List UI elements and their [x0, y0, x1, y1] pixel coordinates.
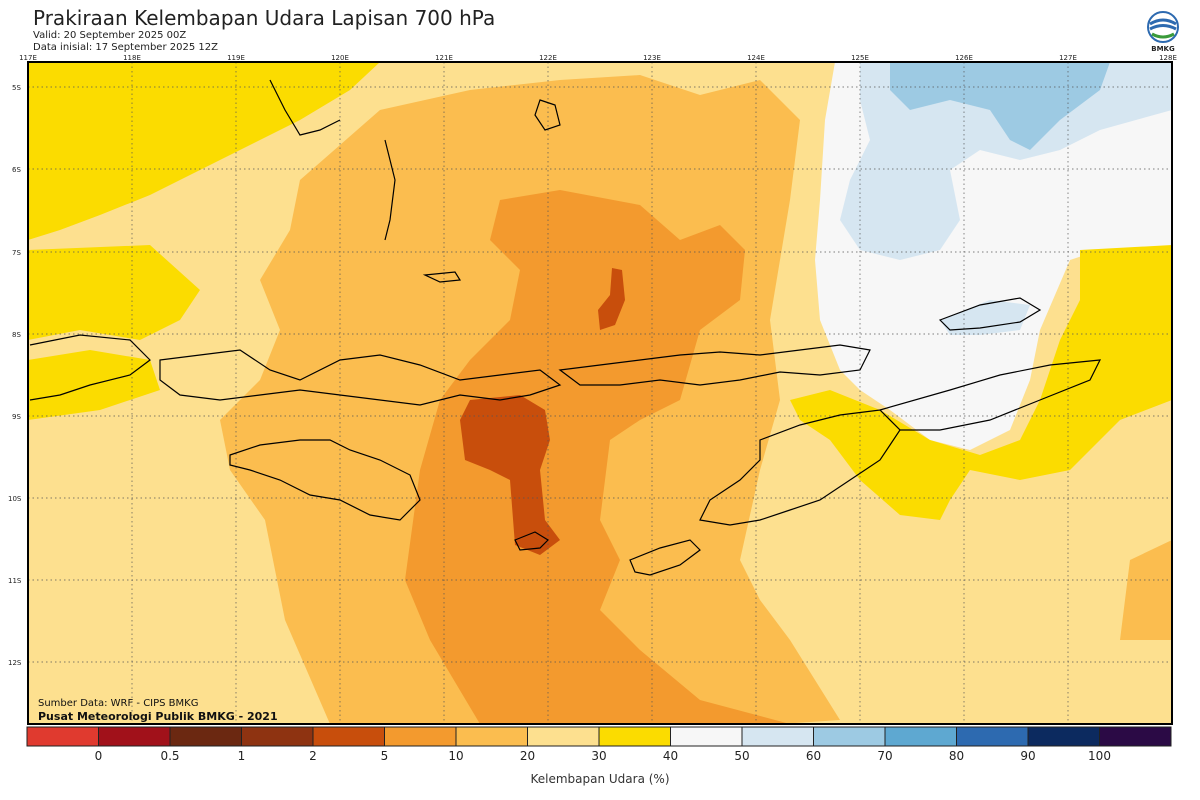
legend-swatch [312, 726, 385, 747]
legend-swatch [527, 726, 600, 747]
legend-swatch [98, 726, 171, 747]
coast-north [269, 79, 341, 136]
lon-label: 119E [227, 54, 245, 62]
page-title: Prakiraan Kelembapan Udara Lapisan 700 h… [33, 6, 496, 30]
legend-swatch [455, 726, 528, 747]
lon-label: 128E [1159, 54, 1177, 62]
lat-label: 9S [12, 413, 21, 421]
source-credit: Sumber Data: WRF - CIPS BMKG [38, 698, 199, 709]
legend-swatch [598, 726, 671, 747]
lon-label: 127E [1059, 54, 1077, 62]
lon-label: 122E [539, 54, 557, 62]
legend-tick-label: 30 [591, 749, 606, 763]
legend-swatch [1027, 726, 1100, 747]
legend-swatch [241, 726, 314, 747]
coast-sumbawa [159, 349, 562, 406]
legend-tick-label: 0 [95, 749, 103, 763]
coast-rote [629, 539, 701, 576]
coast-timor-outline [879, 359, 1102, 431]
legend-swatch [670, 726, 743, 747]
init-time: Data inisial: 17 September 2025 12Z [33, 42, 218, 53]
coast-lombok [29, 334, 151, 401]
coast-wetar [938, 297, 1042, 331]
legend-swatch [884, 726, 957, 747]
legend-swatch [813, 726, 886, 747]
lon-label: 121E [435, 54, 453, 62]
coastlines [29, 79, 1102, 576]
field-10-20-se [1120, 540, 1172, 640]
legend-tick-label: 20 [520, 749, 535, 763]
lat-label: 10S [8, 495, 22, 503]
lon-labels: 117E 118E 119E 120E 121E 122E 123E 124E … [19, 54, 1177, 62]
coast-timor [699, 409, 901, 526]
legend-tick-label: 50 [734, 749, 749, 763]
legend-tick-label: 70 [877, 749, 892, 763]
lat-label: 6S [12, 166, 21, 174]
lat-label: 5S [12, 84, 21, 92]
legend-tick-label: 60 [806, 749, 821, 763]
legend-tick-label: 100 [1088, 749, 1111, 763]
logo-text: BMKG [1151, 45, 1175, 53]
lon-label: 117E [19, 54, 37, 62]
grid-lines [28, 62, 1172, 724]
lat-label: 7S [12, 249, 21, 257]
coast-sumba [229, 439, 421, 521]
lon-label: 125E [851, 54, 869, 62]
legend-tick-label: 10 [448, 749, 463, 763]
lat-label: 12S [8, 659, 22, 667]
legend-tick-label: 0.5 [160, 749, 179, 763]
legend-swatch [741, 726, 814, 747]
lat-labels: 5S 6S 7S 8S 9S 10S 11S 12S [8, 84, 22, 667]
field-30-40-w [28, 245, 200, 340]
legend-swatch [384, 726, 457, 747]
coast-flores [558, 344, 871, 386]
field-2-5-patch [598, 268, 625, 330]
legend-tick-label: 2 [309, 749, 317, 763]
legend-title: Kelembapan Udara (%) [530, 772, 670, 786]
field-30-40-sw [28, 350, 160, 420]
legend-colorbar [26, 726, 1172, 747]
field-60-70 [890, 62, 1110, 150]
legend-ticks: 0 0.5 1 2 5 10 20 30 40 50 60 70 80 90 100 [95, 749, 1111, 763]
coast-kalao [422, 271, 462, 283]
map-frame [27, 61, 1173, 725]
field-50-60 [840, 62, 1172, 260]
field-30-40-nw [28, 62, 380, 240]
legend-tick-label: 1 [238, 749, 246, 763]
lat-label: 11S [8, 577, 22, 585]
center-credit: Pusat Meteorologi Publik BMKG - 2021 [38, 710, 278, 723]
legend-tick-label: 5 [381, 749, 389, 763]
field-2-5-core [460, 395, 560, 555]
field-5-10 [405, 190, 790, 724]
legend-tick-label: 80 [949, 749, 964, 763]
legend-swatch [26, 726, 99, 747]
lat-label: 8S [12, 331, 21, 339]
coast-sulawesi [384, 139, 396, 241]
field-50-60-b [940, 300, 1030, 335]
lon-label: 118E [123, 54, 141, 62]
lon-label: 126E [955, 54, 973, 62]
bmkg-logo [1147, 11, 1179, 43]
valid-time: Valid: 20 September 2025 00Z [33, 30, 187, 41]
lon-label: 120E [331, 54, 349, 62]
legend-swatch [169, 726, 242, 747]
legend-tick-label: 90 [1020, 749, 1035, 763]
legend-tick-label: 40 [663, 749, 678, 763]
lon-label: 123E [643, 54, 661, 62]
coast-buton [534, 99, 561, 131]
coast-savu [514, 531, 549, 551]
legend-swatch [956, 726, 1029, 747]
lon-label: 124E [747, 54, 765, 62]
legend-swatch [1099, 726, 1172, 747]
